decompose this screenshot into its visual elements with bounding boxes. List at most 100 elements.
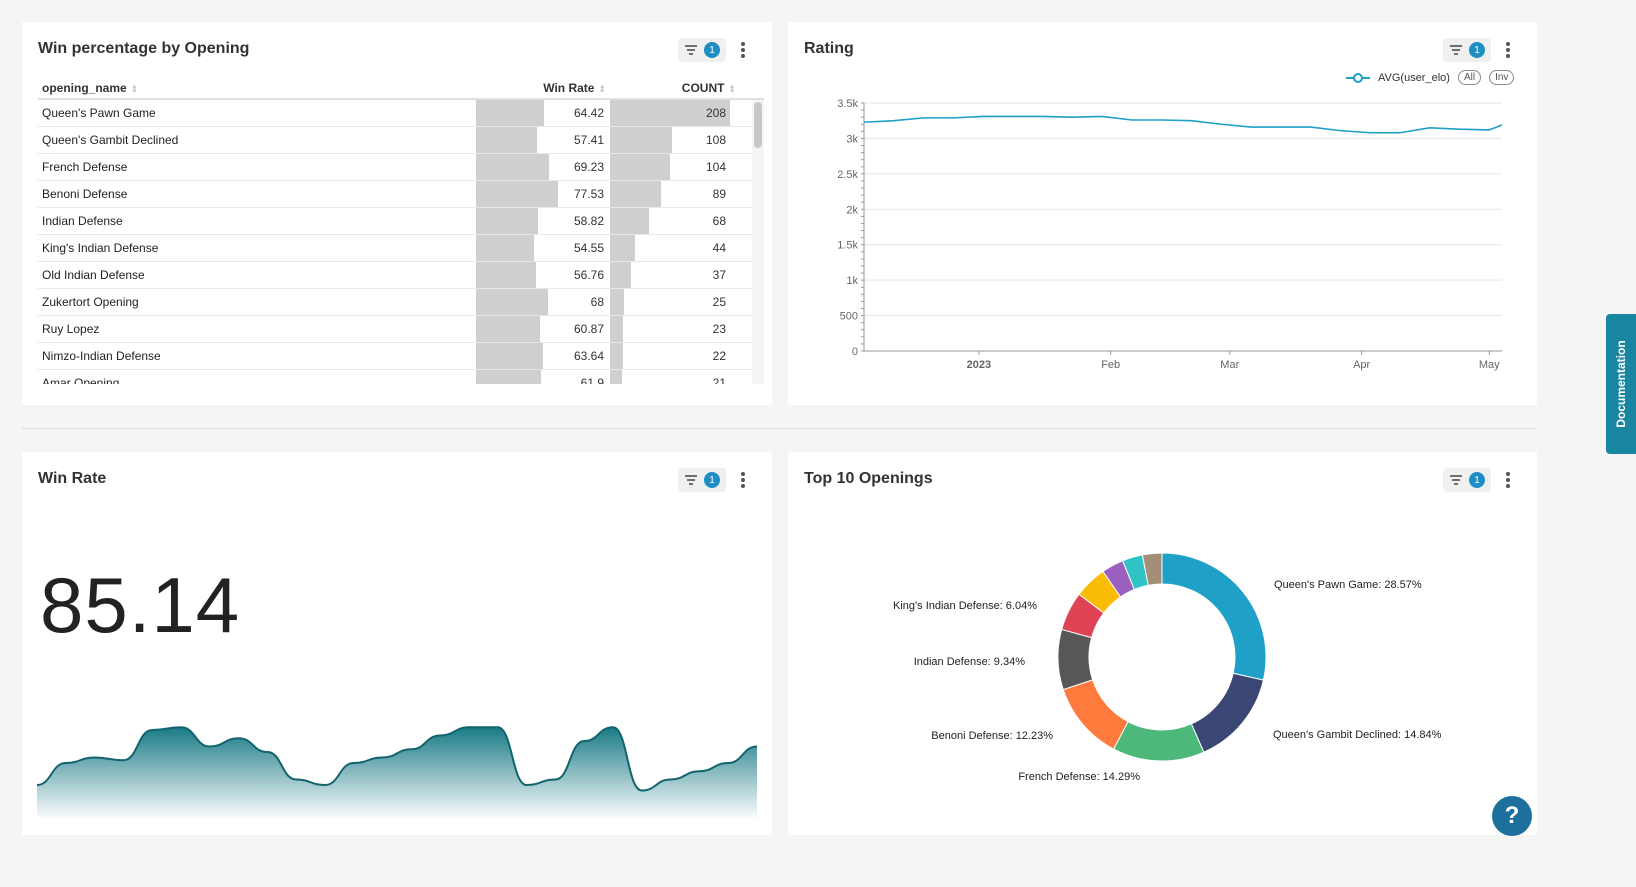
column-header-win-rate[interactable]: Win Rate ⇕ (543, 81, 606, 95)
documentation-tab[interactable]: Documentation (1606, 314, 1636, 454)
top-openings-donut[interactable]: Queen's Pawn Game: 28.57% Queen's Gambit … (788, 452, 1537, 835)
legend-select-all[interactable]: All (1457, 70, 1482, 85)
donut-slice[interactable] (1161, 552, 1267, 681)
filter-indicator[interactable]: 1 (1443, 468, 1491, 492)
count-cell: 23 (610, 316, 744, 342)
table-scrollbar[interactable] (752, 100, 764, 384)
legend-invert[interactable]: Inv (1489, 70, 1515, 85)
opening-name-cell: Queen's Pawn Game (42, 106, 156, 120)
table-row[interactable]: Queen's Pawn Game 64.42 208 (38, 100, 764, 127)
x-tick-label: Mar (1220, 359, 1239, 371)
card-title: Win percentage by Opening (38, 40, 250, 57)
filter-indicator[interactable]: 1 (678, 38, 726, 62)
donut-slice[interactable] (1057, 628, 1094, 691)
opening-name-cell: Amar Opening (42, 376, 120, 384)
opening-table: opening_name ⇕ Win Rate ⇕ COUNT ⇕ Queen's P… (38, 78, 764, 384)
y-tick-label: 0 (852, 346, 858, 358)
donut-slice[interactable] (1190, 672, 1264, 753)
legend-series-label[interactable]: AVG(user_elo) (1378, 71, 1450, 84)
opening-name-cell: Ruy Lopez (42, 322, 100, 336)
trend-area (37, 727, 757, 818)
card-title: Rating (804, 40, 854, 57)
help-button[interactable]: ? (1492, 796, 1532, 836)
scrollbar-thumb[interactable] (754, 102, 762, 148)
count-cell: 25 (610, 289, 744, 315)
table-row[interactable]: Old Indian Defense 56.76 37 (38, 262, 764, 289)
filter-icon (1450, 45, 1462, 55)
win-rate-cell: 57.41 (476, 127, 610, 153)
table-row[interactable]: French Defense 69.23 104 (38, 154, 764, 181)
opening-name-cell: Nimzo-Indian Defense (42, 349, 161, 363)
card-tools: 1 (1443, 38, 1511, 62)
donut-slice[interactable] (1112, 720, 1205, 762)
slice-label: King's Indian Defense: 6.04% (893, 600, 1037, 612)
table-row[interactable]: Benoni Defense 77.53 89 (38, 181, 764, 208)
opening-name-cell: Benoni Defense (42, 187, 128, 201)
y-tick-label: 1.5k (837, 240, 858, 252)
opening-table-card: Win percentage by Opening 1 opening_name… (22, 22, 772, 405)
win-rate-cell: 58.82 (476, 208, 610, 234)
filter-count-badge: 1 (704, 472, 720, 488)
table-header: opening_name ⇕ Win Rate ⇕ COUNT ⇕ (38, 78, 764, 100)
sort-icon: ⇕ (728, 84, 736, 94)
table-row[interactable]: Ruy Lopez 60.87 23 (38, 316, 764, 343)
table-row[interactable]: Zukertort Opening 68 25 (38, 289, 764, 316)
donut-slice[interactable] (1141, 552, 1163, 586)
row-divider (22, 428, 1536, 429)
win-rate-cell: 63.64 (476, 343, 610, 369)
count-cell: 21 (610, 370, 744, 384)
donut-slice[interactable] (1062, 679, 1129, 750)
count-cell: 68 (610, 208, 744, 234)
opening-name-cell: King's Indian Defense (42, 241, 159, 255)
opening-name-cell: Old Indian Defense (42, 268, 145, 282)
y-tick-label: 500 (840, 311, 858, 323)
trend-line (37, 726, 757, 792)
more-options-icon[interactable] (1505, 472, 1511, 488)
table-row[interactable]: King's Indian Defense 54.55 44 (38, 235, 764, 262)
x-tick-label: Feb (1101, 359, 1120, 371)
filter-count-badge: 1 (1469, 42, 1485, 58)
y-tick-label: 3.5k (837, 98, 858, 110)
opening-name-cell: Queen's Gambit Declined (42, 133, 179, 147)
filter-count-badge: 1 (704, 42, 720, 58)
count-cell: 22 (610, 343, 744, 369)
slice-label: Indian Defense: 9.34% (914, 656, 1026, 668)
column-header-count[interactable]: COUNT ⇕ (681, 81, 736, 95)
slice-label: Queen's Pawn Game: 28.57% (1274, 579, 1422, 591)
table-body[interactable]: Queen's Pawn Game 64.42 208 Queen's Gambit … (38, 100, 764, 384)
filter-indicator[interactable]: 1 (1443, 38, 1491, 62)
win-rate-trendline[interactable] (37, 708, 757, 818)
count-cell: 104 (610, 154, 744, 180)
sort-icon: ⇕ (130, 84, 139, 94)
opening-name-cell: Zukertort Opening (42, 295, 139, 309)
y-tick-label: 2k (846, 204, 858, 216)
card-tools: 1 (678, 468, 746, 492)
more-options-icon[interactable] (1505, 42, 1511, 58)
filter-icon (685, 45, 697, 55)
legend-line-icon (1346, 72, 1370, 83)
win-rate-cell: 61.9 (476, 370, 610, 384)
win-rate-cell: 60.87 (476, 316, 610, 342)
filter-count-badge: 1 (1469, 472, 1485, 488)
column-header-opening-name[interactable]: opening_name ⇕ (42, 81, 139, 95)
card-tools: 1 (678, 38, 746, 62)
win-rate-cell: 68 (476, 289, 610, 315)
more-options-icon[interactable] (740, 42, 746, 58)
win-rate-cell: 64.42 (476, 100, 610, 126)
count-cell: 44 (610, 235, 744, 261)
series-line-avg-user-elo[interactable] (863, 115, 1503, 134)
y-tick-label: 3k (846, 133, 858, 145)
win-rate-cell: 69.23 (476, 154, 610, 180)
filter-indicator[interactable]: 1 (678, 468, 726, 492)
filter-icon (1450, 475, 1462, 485)
table-row[interactable]: Amar Opening 61.9 21 (38, 370, 764, 384)
table-row[interactable]: Nimzo-Indian Defense 63.64 22 (38, 343, 764, 370)
card-title: Top 10 Openings (804, 470, 933, 487)
table-row[interactable]: Indian Defense 58.82 68 (38, 208, 764, 235)
slice-label: Queen's Gambit Declined: 14.84% (1273, 729, 1442, 741)
x-tick-label: Apr (1353, 359, 1370, 371)
more-options-icon[interactable] (740, 472, 746, 488)
opening-name-cell: French Defense (42, 160, 128, 174)
table-row[interactable]: Queen's Gambit Declined 57.41 108 (38, 127, 764, 154)
card-title: Win Rate (38, 470, 107, 487)
